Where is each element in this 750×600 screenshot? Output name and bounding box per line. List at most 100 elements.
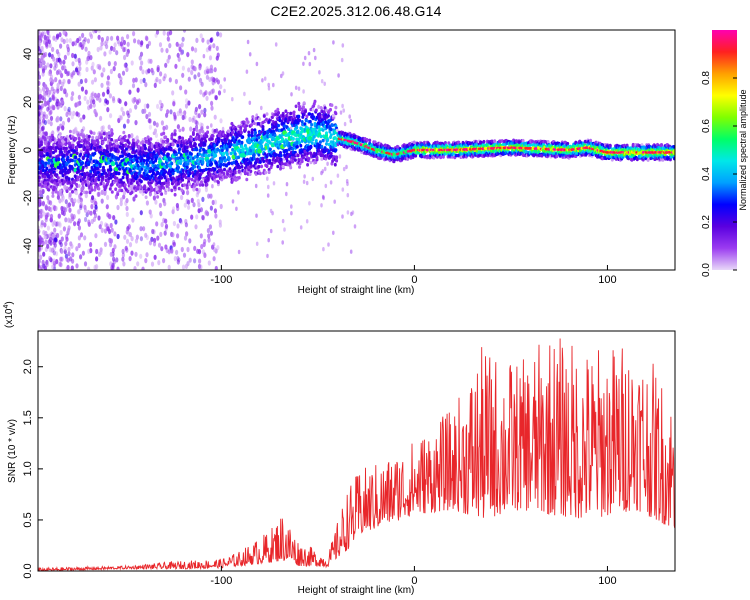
spectrogram-cell (185, 145, 189, 149)
spectrogram-cell (334, 148, 338, 152)
spectrogram-cell (61, 125, 65, 131)
spectrogram-cell (185, 165, 189, 170)
spectrogram-cell (106, 150, 110, 154)
spectrogram-cell (75, 263, 79, 269)
spectrogram-cell (169, 147, 173, 152)
spectrogram-cell (254, 183, 258, 189)
spectrogram-cell (314, 55, 317, 61)
spectrogram-cell (70, 95, 74, 102)
spectrogram-cell (336, 173, 340, 178)
spectrogram-cell (216, 245, 220, 251)
spectrogram-cell (47, 188, 51, 192)
spectrogram-cell (102, 131, 106, 136)
spectrogram-cell (126, 118, 130, 124)
spectrogram-cell (166, 58, 170, 64)
spectrogram-cell (187, 76, 191, 82)
spectrogram-cell (85, 133, 89, 140)
spectrogram-cell (147, 187, 151, 191)
spectrogram-cell (194, 177, 198, 181)
spectrogram-cell (92, 216, 96, 222)
spectrogram-cell (41, 31, 45, 37)
spectrogram-cell (56, 221, 60, 227)
spectrogram-cell (91, 79, 95, 85)
spectrogram-cell (139, 236, 143, 242)
spectrogram-cell (77, 112, 81, 118)
spectrogram-cell (58, 70, 62, 76)
spectrogram-cell (95, 163, 99, 167)
spectrogram-cell (176, 52, 180, 58)
spectrogram-cell (284, 109, 288, 113)
spectrogram-cell (329, 151, 333, 156)
spectrogram-cell (441, 155, 445, 159)
spectrogram-cell (168, 43, 172, 49)
spectrogram-cell (227, 129, 230, 134)
spectrogram-cell (53, 61, 57, 67)
spectrogram-cell (128, 108, 132, 114)
spectrogram-cell (146, 103, 150, 109)
spectrogram-cell (341, 214, 344, 219)
spectrogram-cell (158, 202, 162, 208)
spectrogram-cell (120, 106, 124, 112)
spectrogram-cell (49, 63, 53, 69)
spectrogram-cell (302, 105, 305, 110)
spectrogram-cell (89, 210, 93, 216)
spectrogram-cell (55, 33, 60, 39)
spectrogram-cell (115, 179, 119, 183)
spectrogram-cell (175, 41, 179, 47)
spectrogram-cell (150, 186, 153, 190)
spectrogram-cell (139, 210, 143, 216)
spectrogram-cell (266, 176, 269, 181)
spectrogram-cell (89, 103, 93, 110)
spectrogram-cell (85, 183, 89, 187)
spectrogram-cell (309, 144, 313, 149)
spectrogram-cell (67, 70, 71, 76)
spectrogram-cell (130, 190, 134, 195)
spectrogram-cell (44, 161, 48, 166)
spectrogram-cell (298, 165, 301, 169)
spectrogram-cell (224, 158, 228, 162)
spectrogram-cell (186, 52, 190, 58)
spectrogram-cell (100, 125, 104, 131)
spectrogram-cell (39, 140, 43, 144)
spectrogram-cell (50, 170, 53, 175)
spectrogram-cell (184, 263, 188, 269)
spectrogram-cell (74, 155, 78, 160)
spectrogram-cell (107, 124, 111, 130)
spectrogram-cell (186, 190, 190, 196)
spectrogram-cell (44, 214, 49, 220)
spectrogram-cell (164, 170, 168, 174)
spectrogram-cell (50, 77, 54, 83)
spectrogram-cell (132, 144, 136, 149)
spectrogram-cell (70, 243, 74, 249)
spectrogram-cell (38, 94, 42, 100)
spectrogram-cell (73, 198, 77, 204)
spectrogram-cell (134, 251, 138, 257)
spectrogram-cell (92, 99, 96, 105)
spectrogram-cell (190, 69, 194, 76)
spectrogram-cell (98, 65, 102, 71)
spectrogram-cell (205, 95, 209, 101)
spectrogram-cell (321, 138, 325, 143)
spectrogram-cell (214, 213, 218, 219)
spectrogram-cell (70, 265, 74, 270)
spectrogram-cell (141, 69, 145, 75)
spectrogram-cell (168, 157, 172, 161)
spectrogram-cell (184, 103, 189, 109)
spectrogram-cell (197, 249, 202, 255)
spectrogram-cell (87, 50, 91, 56)
spectrogram-cell (56, 194, 61, 200)
spectrogram-cell (162, 125, 166, 131)
spectrogram-cell (123, 46, 127, 53)
spectrogram-cell (200, 81, 204, 87)
spectrogram-cell (76, 209, 80, 215)
spectrogram-cell (195, 120, 199, 126)
spectrogram-cell (81, 165, 85, 170)
spectrogram-cell (125, 66, 129, 73)
spectrogram-cell (65, 71, 70, 77)
spectrogram-cell (314, 108, 318, 113)
spectrogram-cell (38, 228, 41, 234)
spectrogram-cell (216, 31, 220, 37)
spectrogram-cell (184, 89, 188, 95)
spectrogram-cell (100, 136, 103, 140)
spectrogram-cell (115, 50, 119, 56)
